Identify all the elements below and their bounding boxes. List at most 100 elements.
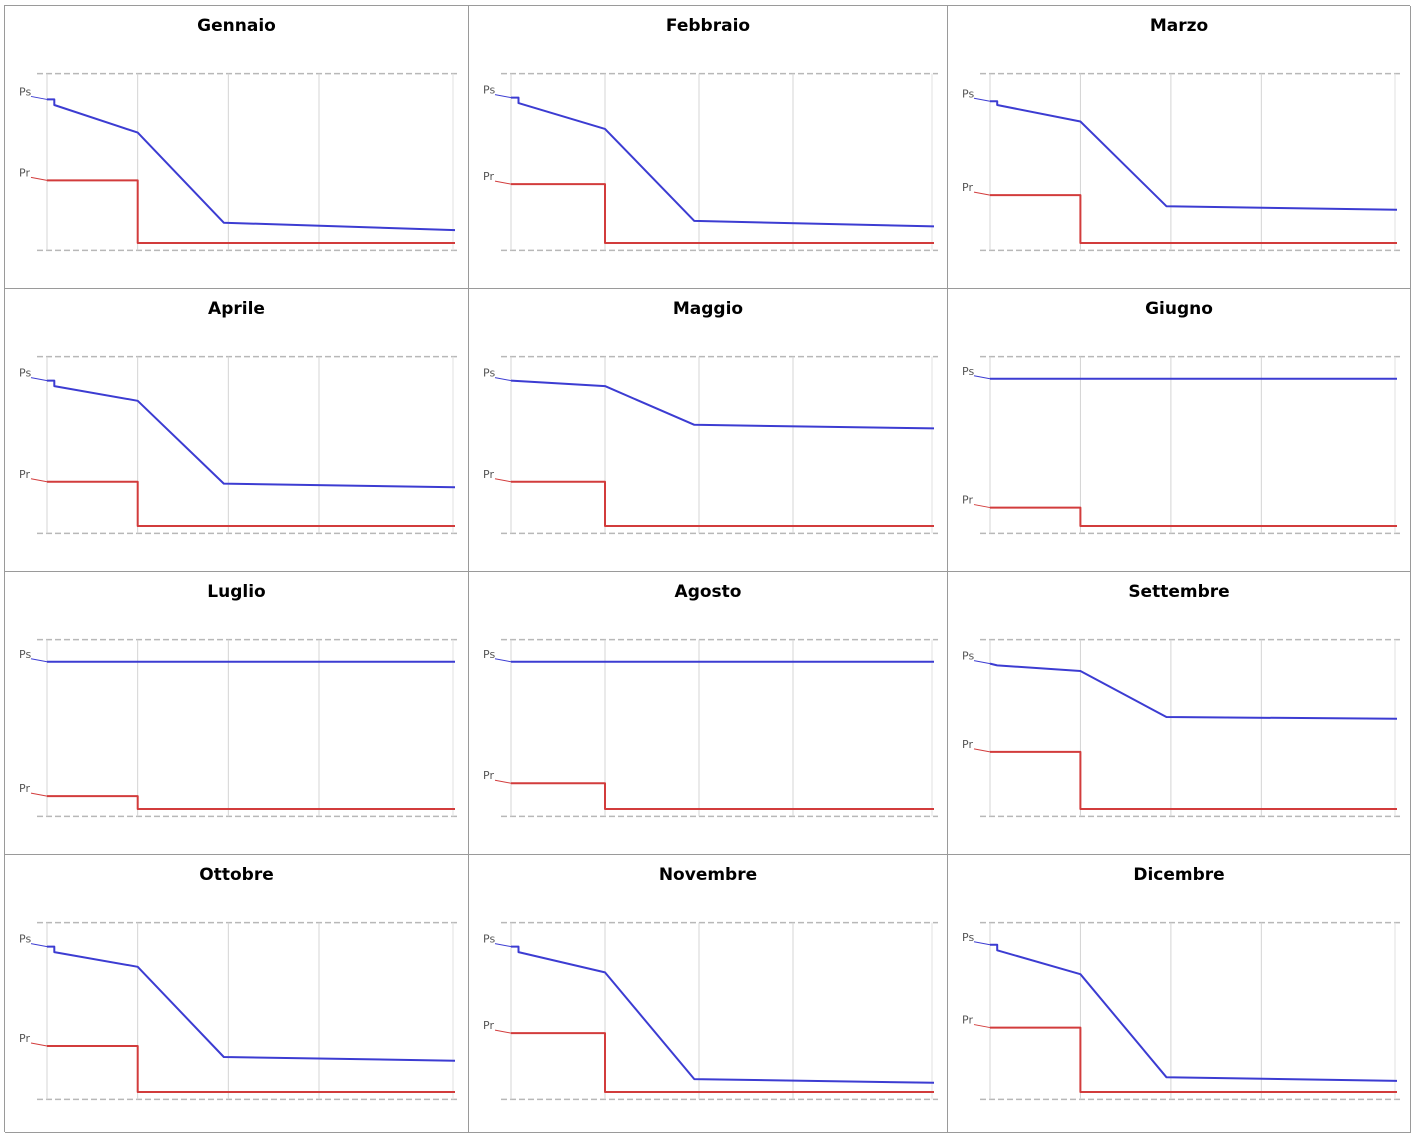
ytick-label-pr: Pr: [483, 1019, 494, 1032]
chart-title: Febbraio: [665, 16, 751, 36]
ytick-label-pr: Pr: [962, 494, 973, 507]
chart-plot: Ps Pr: [19, 355, 459, 535]
series-line-ps: [47, 945, 456, 1062]
ytick-label-pr: Pr: [483, 170, 494, 183]
chart-title: Gennaio: [197, 16, 276, 36]
ytick-mark-pr: [973, 504, 991, 509]
chart-cell-luglio: Luglio Ps Pr: [5, 572, 469, 855]
ytick-label-ps: Ps: [483, 367, 495, 380]
ytick-label-pr: Pr: [483, 468, 494, 481]
chart-plot: Ps Pr: [19, 638, 459, 818]
series-line-pr: [511, 1032, 934, 1093]
ytick-mark-ps: [494, 658, 512, 663]
chart-title: Settembre: [1128, 582, 1230, 602]
ytick-label-ps: Ps: [962, 365, 974, 378]
ytick-mark-pr: [973, 1024, 991, 1029]
chart-cell-gennaio: Gennaio Ps Pr: [5, 6, 469, 289]
chart-plot: Ps Pr: [483, 921, 938, 1101]
chart-cell-novembre: Novembre Ps Pr: [469, 855, 948, 1133]
series-line-ps: [990, 100, 1398, 211]
chart-plot: Ps Pr: [962, 638, 1401, 818]
series-line-pr: [990, 194, 1397, 244]
series-line-ps: [47, 98, 456, 232]
series-line-pr: [47, 1045, 455, 1093]
chart-title: Marzo: [1149, 16, 1209, 36]
ytick-mark-ps: [494, 943, 512, 948]
chart-plot: Ps Pr: [962, 72, 1401, 252]
chart-title: Aprile: [208, 299, 265, 319]
ytick-mark-ps: [30, 95, 48, 100]
chart-title: Luglio: [207, 582, 266, 602]
ytick-label-pr: Pr: [19, 1032, 30, 1045]
series-line-pr: [511, 782, 934, 810]
ytick-mark-ps: [30, 943, 48, 948]
ytick-mark-pr: [494, 478, 512, 483]
ytick-mark-pr: [30, 1042, 48, 1047]
ytick-label-pr: Pr: [19, 468, 30, 481]
ytick-label-ps: Ps: [19, 367, 31, 380]
series-line-pr: [990, 1026, 1397, 1093]
chart-cell-maggio: Maggio Ps Pr: [469, 289, 948, 572]
ytick-label-pr: Pr: [19, 166, 30, 179]
ytick-label-pr: Pr: [483, 769, 494, 782]
series-line-ps: [990, 943, 1398, 1082]
series-line-pr: [990, 750, 1397, 810]
ytick-label-ps: Ps: [19, 648, 31, 661]
ytick-label-ps: Ps: [19, 85, 31, 98]
chart-plot: Ps Pr: [483, 355, 938, 535]
ytick-mark-ps: [973, 375, 991, 380]
ytick-label-ps: Ps: [483, 648, 495, 661]
chart-cell-aprile: Aprile Ps Pr: [5, 289, 469, 572]
series-line-ps: [989, 662, 1398, 720]
series-line-pr: [47, 480, 455, 527]
ytick-mark-ps: [973, 97, 991, 102]
chart-title: Ottobre: [199, 865, 274, 885]
chart-plot: Ps Pr: [19, 921, 459, 1101]
ytick-label-ps: Ps: [19, 933, 31, 946]
chart-cell-settembre: Settembre Ps Pr: [948, 572, 1411, 855]
chart-cell-marzo: Marzo Ps Pr: [948, 6, 1411, 289]
chart-title: Dicembre: [1133, 865, 1225, 885]
series-line-pr: [47, 795, 455, 810]
ytick-label-pr: Pr: [962, 181, 973, 194]
chart-plot: Ps Pr: [962, 355, 1401, 535]
series-line-pr: [47, 179, 455, 244]
series-line-ps: [47, 379, 456, 489]
ytick-mark-pr: [494, 180, 512, 185]
series-line-ps: [511, 945, 935, 1084]
chart-plot: Ps Pr: [962, 921, 1401, 1101]
chart-plot: Ps Pr: [483, 72, 938, 252]
chart-cell-dicembre: Dicembre Ps Pr: [948, 855, 1411, 1133]
series-line-pr: [990, 506, 1397, 527]
ytick-label-ps: Ps: [962, 931, 974, 944]
ytick-mark-pr: [30, 792, 48, 797]
ytick-mark-pr: [973, 191, 991, 196]
chart-plot: Ps Pr: [483, 638, 938, 818]
ytick-label-ps: Ps: [962, 650, 974, 663]
chart-title: Agosto: [674, 582, 742, 602]
chart-plot: Ps Pr: [19, 72, 459, 252]
ytick-label-pr: Pr: [962, 738, 973, 751]
ytick-label-ps: Ps: [962, 87, 974, 100]
ytick-label-ps: Ps: [483, 84, 495, 97]
ytick-mark-pr: [30, 478, 48, 483]
ytick-mark-ps: [973, 660, 991, 665]
chart-title: Maggio: [672, 299, 744, 319]
ytick-mark-ps: [494, 94, 512, 99]
ytick-label-pr: Pr: [19, 782, 30, 795]
chart-cell-ottobre: Ottobre Ps Pr: [5, 855, 469, 1133]
series-line-ps: [510, 379, 935, 430]
ytick-mark-ps: [30, 658, 48, 663]
ytick-mark-pr: [494, 1029, 512, 1034]
chart-title: Novembre: [658, 865, 758, 885]
monthly-charts-grid: Gennaio Ps Pr Febbraio Ps Pr Marzo Ps Pr Aprile Ps…: [4, 5, 1411, 1133]
series-line-pr: [511, 480, 934, 527]
chart-cell-agosto: Agosto Ps Pr: [469, 572, 948, 855]
series-line-ps: [511, 96, 935, 228]
chart-cell-febbraio: Febbraio Ps Pr: [469, 6, 948, 289]
series-line-pr: [511, 183, 934, 244]
chart-cell-giugno: Giugno Ps Pr: [948, 289, 1411, 572]
ytick-label-pr: Pr: [962, 1014, 973, 1027]
chart-title: Giugno: [1145, 299, 1213, 319]
ytick-mark-pr: [494, 779, 512, 784]
